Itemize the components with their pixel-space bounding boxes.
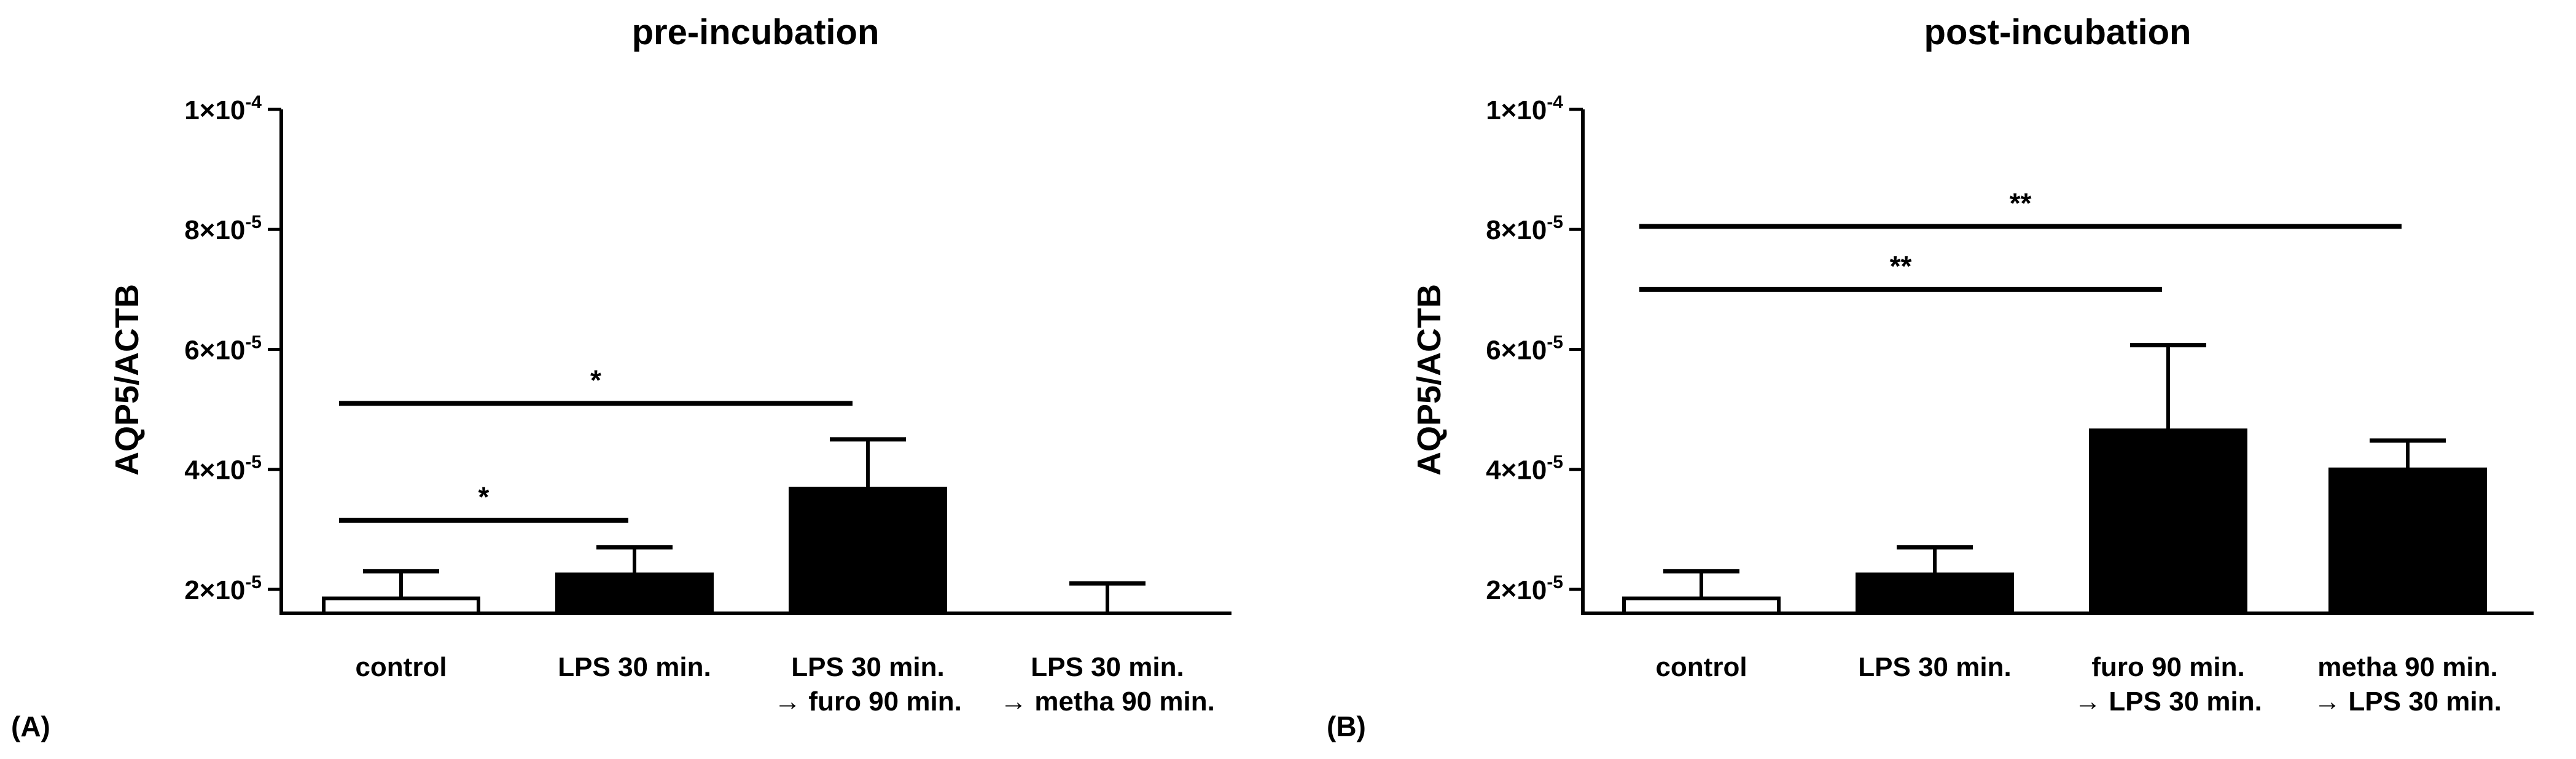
bar [2089,428,2247,615]
significance-marker: ** [1890,250,1912,282]
bar [2328,467,2487,616]
x-tick-label: LPS 30 min. [1031,652,1184,682]
significance-marker: ** [2010,187,2032,219]
significance-marker: * [590,364,601,396]
x-tick-label: furo 90 min. [2091,652,2244,682]
y-tick-label: 8×10-5 [1486,212,1563,245]
x-tick-label: → LPS 30 min. [2074,686,2262,717]
bar [789,486,947,616]
chart-panel-b: post-incubation AQP5/ACTB 2×10-5 4×10-5 6×10… [1327,12,2534,742]
x-tick-label: → furo 90 min. [774,686,962,717]
y-tick-label: 1×10-4 [1486,92,1563,125]
y-axis-label: AQP5/ACTB [1411,284,1448,476]
bar [1856,572,2014,615]
y-tick-label: 8×10-5 [184,212,262,245]
x-tick-label: control [1655,652,1747,682]
x-tick-label: LPS 30 min. [791,652,944,682]
y-tick-label: 6×10-5 [184,332,262,365]
y-tick-label: 4×10-5 [184,452,262,486]
y-tick-label: 2×10-5 [184,572,262,605]
panel-letter: (B) [1327,710,1366,742]
chart-title: post-incubation [1924,12,2192,52]
chart-panel-a: pre-incubation AQP5/ACTB 2×10-5 4×10-5 6×10-… [11,12,1231,742]
significance-marker: * [478,481,490,513]
y-tick-label: 6×10-5 [1486,332,1563,365]
x-tick-label: → metha 90 min. [1000,686,1215,717]
y-tick-label: 2×10-5 [1486,572,1563,605]
bar [322,596,480,615]
chart-title: pre-incubation [632,12,880,52]
y-tick-label: 1×10-4 [184,92,262,125]
x-tick-label: → LPS 30 min. [2314,686,2502,717]
x-tick-label: control [355,652,447,682]
bar [555,572,714,615]
x-tick-label: LPS 30 min. [558,652,711,682]
y-tick-label: 4×10-5 [1486,452,1563,486]
x-tick-label: metha 90 min. [2317,652,2497,682]
y-axis-label: AQP5/ACTB [109,284,146,476]
panel-letter: (A) [11,710,50,742]
bar [1622,596,1781,615]
x-tick-label: LPS 30 min. [1858,652,2011,682]
